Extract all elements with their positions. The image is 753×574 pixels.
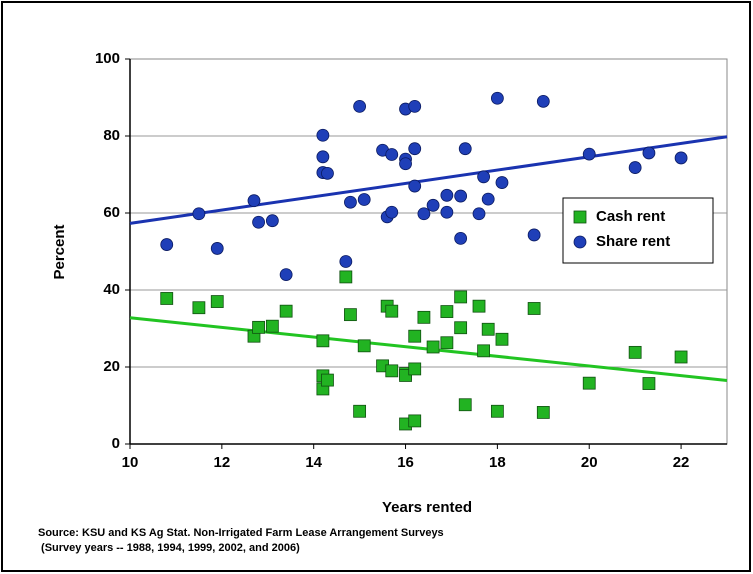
point (536, 406, 550, 419)
point (210, 242, 224, 255)
point (454, 321, 468, 335)
point (385, 304, 399, 318)
point (353, 99, 367, 113)
point (477, 170, 491, 184)
point (357, 339, 371, 353)
point (265, 214, 279, 228)
point (353, 404, 367, 418)
point (399, 157, 412, 171)
point (490, 404, 504, 418)
point (316, 150, 330, 164)
point (417, 207, 431, 221)
x-tick-label: 12 (214, 454, 231, 471)
point (536, 94, 550, 108)
legend-label: Share rent (596, 233, 670, 250)
point (495, 176, 509, 189)
point (408, 329, 422, 343)
point (357, 193, 371, 206)
y-tick-label: 20 (103, 358, 120, 375)
point (440, 336, 454, 350)
legend-swatch (573, 235, 587, 249)
point (344, 308, 357, 322)
point (252, 215, 265, 229)
point (454, 290, 468, 304)
point (265, 319, 279, 333)
point (477, 344, 491, 358)
point (490, 91, 504, 105)
point (408, 362, 422, 376)
x-tick-label: 20 (581, 454, 598, 471)
point (252, 320, 265, 334)
point (674, 151, 688, 165)
point (321, 166, 334, 180)
point (674, 350, 688, 364)
point (210, 295, 224, 308)
point (527, 302, 541, 315)
x-tick-label: 14 (305, 454, 322, 471)
point (339, 270, 353, 284)
y-axis-label: Percent (51, 224, 68, 279)
point (458, 398, 472, 412)
point (426, 198, 440, 212)
legend-label: Cash rent (596, 208, 665, 225)
point (481, 322, 495, 336)
point (192, 207, 206, 221)
point (385, 148, 399, 161)
point (454, 232, 468, 245)
point (454, 189, 468, 203)
x-tick-label: 16 (397, 454, 414, 471)
point (582, 376, 596, 390)
point (344, 195, 357, 209)
point (408, 99, 422, 113)
point (385, 364, 399, 378)
point (472, 207, 486, 221)
y-tick-label: 100 (95, 50, 120, 67)
point (495, 332, 509, 346)
point (408, 142, 422, 156)
point (385, 205, 399, 219)
trend-line (129, 135, 728, 225)
point (642, 377, 656, 390)
point (527, 228, 541, 242)
point (440, 205, 454, 219)
point (279, 304, 293, 318)
source-note: (Survey years -- 1988, 1994, 1999, 2002,… (38, 542, 300, 554)
legend-swatch (573, 210, 587, 224)
point (321, 373, 334, 387)
y-tick-label: 40 (103, 281, 120, 298)
point (440, 188, 454, 202)
point (472, 299, 486, 313)
y-tick-label: 60 (103, 204, 120, 221)
point (316, 334, 330, 348)
point (160, 292, 174, 305)
point (642, 146, 656, 160)
source-note: Source: KSU and KS Ag Stat. Non-Irrigate… (38, 527, 444, 539)
x-tick-label: 10 (122, 454, 139, 471)
point (417, 310, 431, 324)
x-axis-label: Years rented (382, 499, 472, 516)
x-tick-label: 18 (489, 454, 506, 471)
point (440, 305, 454, 318)
point (426, 340, 440, 354)
point (192, 301, 206, 315)
point (408, 179, 422, 193)
y-tick-label: 80 (103, 127, 120, 144)
point (481, 192, 495, 206)
point (582, 147, 596, 161)
point (339, 255, 353, 268)
point (628, 161, 642, 174)
point (458, 142, 472, 156)
point (247, 194, 261, 208)
point (316, 128, 330, 142)
x-tick-label: 22 (673, 454, 690, 471)
point (160, 238, 174, 251)
point (628, 345, 642, 359)
legend (562, 197, 714, 264)
point (408, 414, 422, 428)
point (279, 268, 293, 282)
y-tick-label: 0 (112, 435, 120, 452)
